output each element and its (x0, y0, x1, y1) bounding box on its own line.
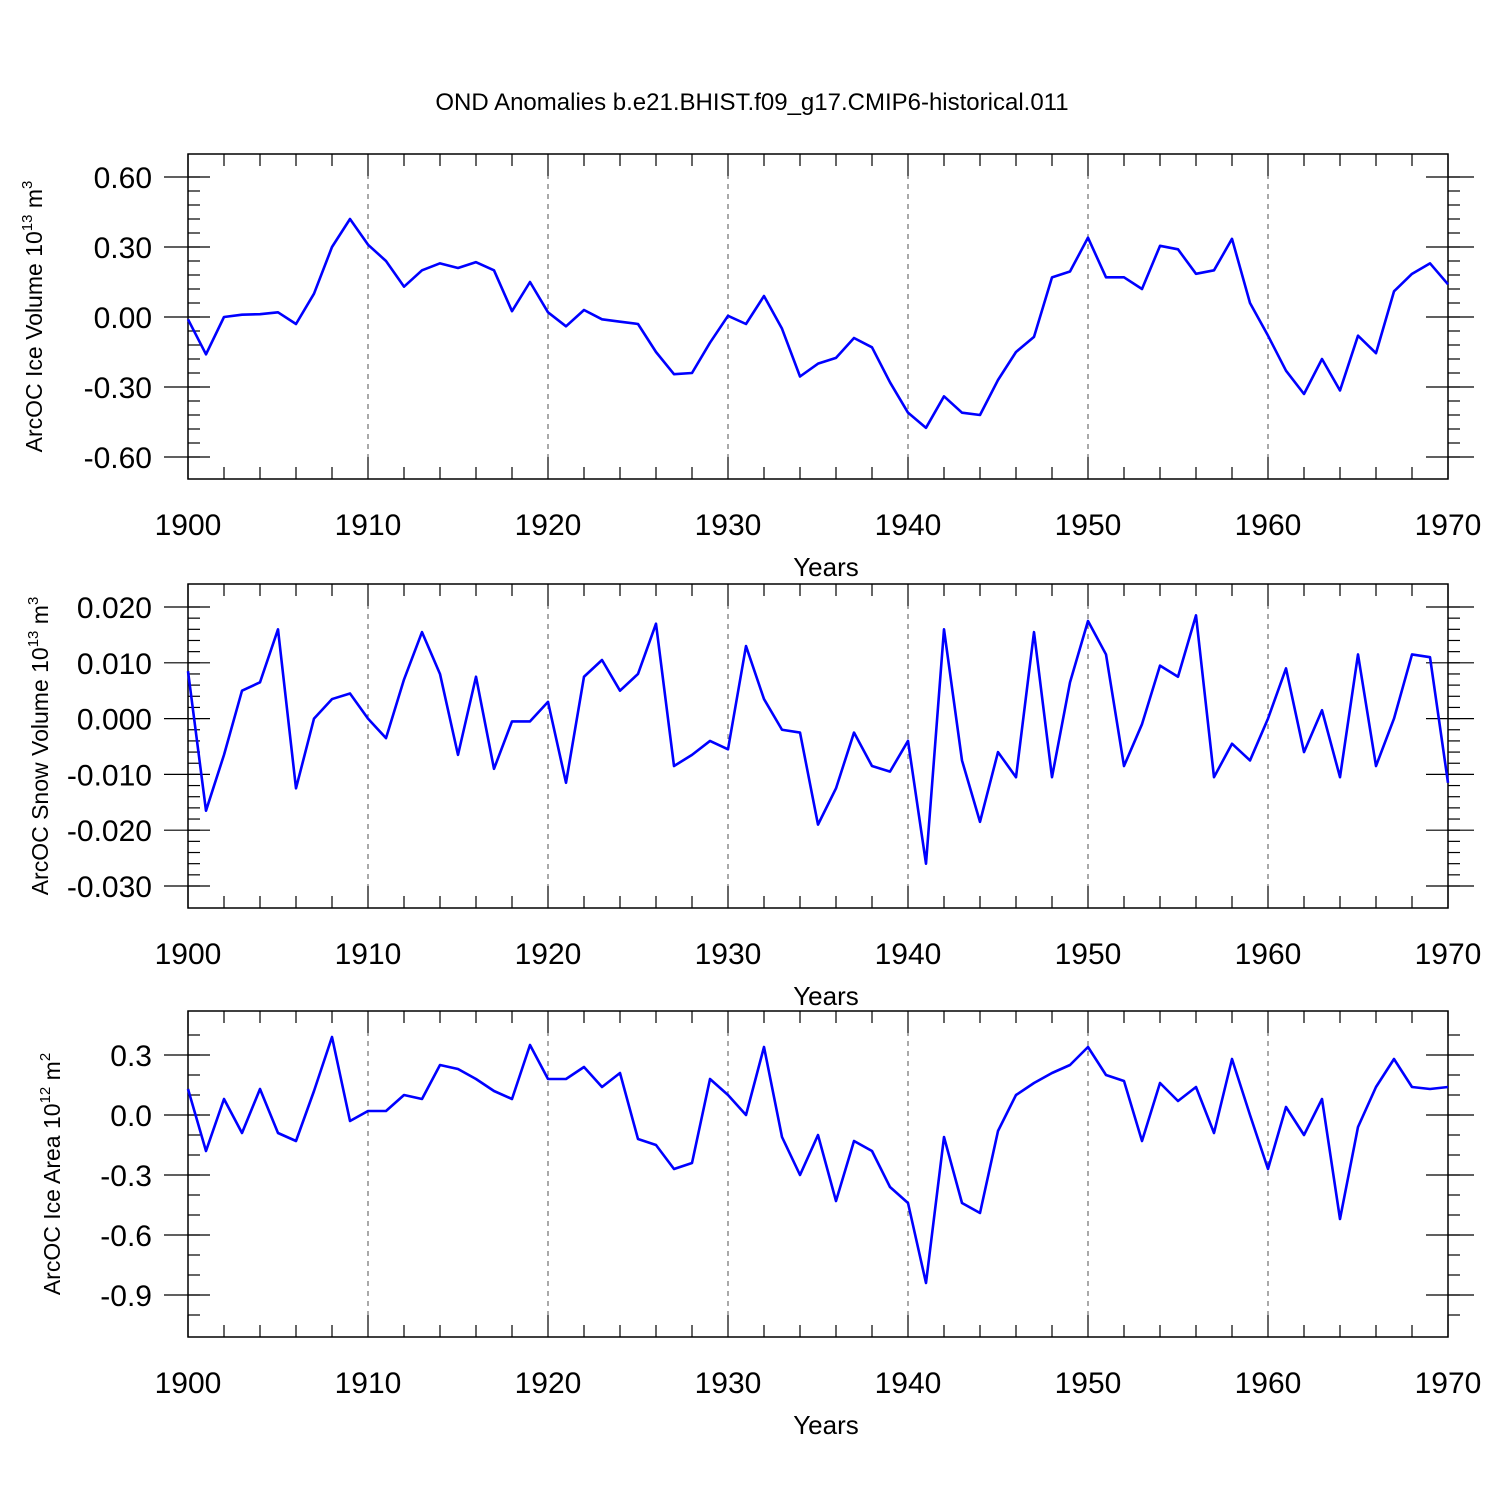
y-tick-label: -0.30 (84, 372, 152, 405)
x-tick-label: 1940 (875, 938, 942, 971)
y-tick-label: 0.60 (94, 162, 152, 195)
x-tick-label: 1950 (1055, 1367, 1122, 1400)
series-line (186, 217, 1449, 430)
y-axis-label-exponent: 12 (37, 1087, 54, 1104)
x-tick-label: 1940 (875, 1367, 942, 1400)
y-tick-label: -0.9 (100, 1280, 152, 1313)
y-tick-label: 0.3 (110, 1040, 152, 1073)
y-tick-label: 0.020 (77, 592, 152, 625)
x-axis-label: Years (793, 552, 859, 582)
y-tick-label: 0.000 (77, 704, 152, 737)
y-axis-label-text: ArcOC Ice Area 10 (39, 1103, 65, 1295)
panels: 0.60 0.30 0.00 -0.30 -0.60 1900 1910 1920 1930 19… (19, 153, 1482, 1440)
plot-frame (187, 583, 1449, 909)
y-axis-label-exponent: 3 (25, 597, 42, 605)
x-axis-label: Years (793, 981, 859, 1011)
y-tick-label: 0.30 (94, 232, 152, 265)
panel-2: 0.020 0.010 0.000 -0.010 -0.020 -0.030 1900 191… (25, 583, 1482, 1011)
panel-1: 0.60 0.30 0.00 -0.30 -0.60 1900 1910 1920 1930 19… (19, 153, 1482, 582)
y-tick-label: 0.0 (110, 1100, 152, 1133)
y-axis-label-exponent: 13 (25, 631, 42, 648)
x-tick-label: 1910 (335, 938, 402, 971)
y-axis-label: ArcOC Ice Volume 1013 m3 (19, 181, 47, 453)
series-line (186, 614, 1450, 865)
plot-frame (187, 1010, 1449, 1338)
x-tick-label: 1910 (335, 509, 402, 542)
y-tick-label: -0.010 (67, 759, 152, 792)
x-tick-label: 1920 (515, 938, 582, 971)
x-tick-label: 1900 (155, 1367, 222, 1400)
x-tick-label: 1950 (1055, 938, 1122, 971)
y-axis-label-exponent: 13 (19, 215, 36, 232)
x-tick-label: 1970 (1415, 938, 1482, 971)
x-tick-label: 1920 (515, 509, 582, 542)
y-axis-label-exponent: 2 (37, 1053, 54, 1061)
y-tick-label: -0.6 (100, 1220, 152, 1253)
x-tick-label: 1930 (695, 938, 762, 971)
x-tick-label: 1960 (1235, 938, 1302, 971)
y-axis-label-text: m (27, 605, 53, 631)
x-tick-label: 1930 (695, 509, 762, 542)
x-tick-label: 1970 (1415, 1367, 1482, 1400)
y-axis-label-exponent: 3 (19, 181, 36, 189)
y-axis-label: ArcOC Snow Volume 1013 m3 (25, 597, 53, 896)
x-tick-label: 1930 (695, 1367, 762, 1400)
x-tick-label: 1960 (1235, 1367, 1302, 1400)
y-axis-label-text: m (21, 189, 47, 215)
x-tick-label: 1900 (155, 509, 222, 542)
chart-title: OND Anomalies b.e21.BHIST.f09_g17.CMIP6-… (435, 89, 1068, 116)
x-tick-label: 1940 (875, 509, 942, 542)
y-tick-label: 0.00 (94, 302, 152, 335)
x-tick-label: 1960 (1235, 509, 1302, 542)
y-tick-label: -0.030 (67, 871, 152, 904)
x-tick-label: 1970 (1415, 509, 1482, 542)
y-tick-label: -0.60 (84, 442, 152, 475)
x-tick-label: 1920 (515, 1367, 582, 1400)
y-tick-label: -0.020 (67, 815, 152, 848)
y-axis-label: ArcOC Ice Area 1012 m2 (37, 1053, 65, 1295)
series-line (186, 1035, 1449, 1285)
y-axis-label-text: ArcOC Ice Volume 10 (21, 231, 47, 452)
x-tick-label: 1900 (155, 938, 222, 971)
y-tick-label: 0.010 (77, 648, 152, 681)
x-tick-label: 1910 (335, 1367, 402, 1400)
y-tick-label: -0.3 (100, 1160, 152, 1193)
x-tick-label: 1950 (1055, 509, 1122, 542)
panel-3: 0.3 0.0 -0.3 -0.6 -0.9 1900 1910 1920 1930 1940 19… (37, 1010, 1482, 1440)
y-axis-label-text: ArcOC Snow Volume 10 (27, 647, 53, 895)
y-axis-label-text: m (39, 1061, 65, 1087)
x-axis-label: Years (793, 1410, 859, 1440)
